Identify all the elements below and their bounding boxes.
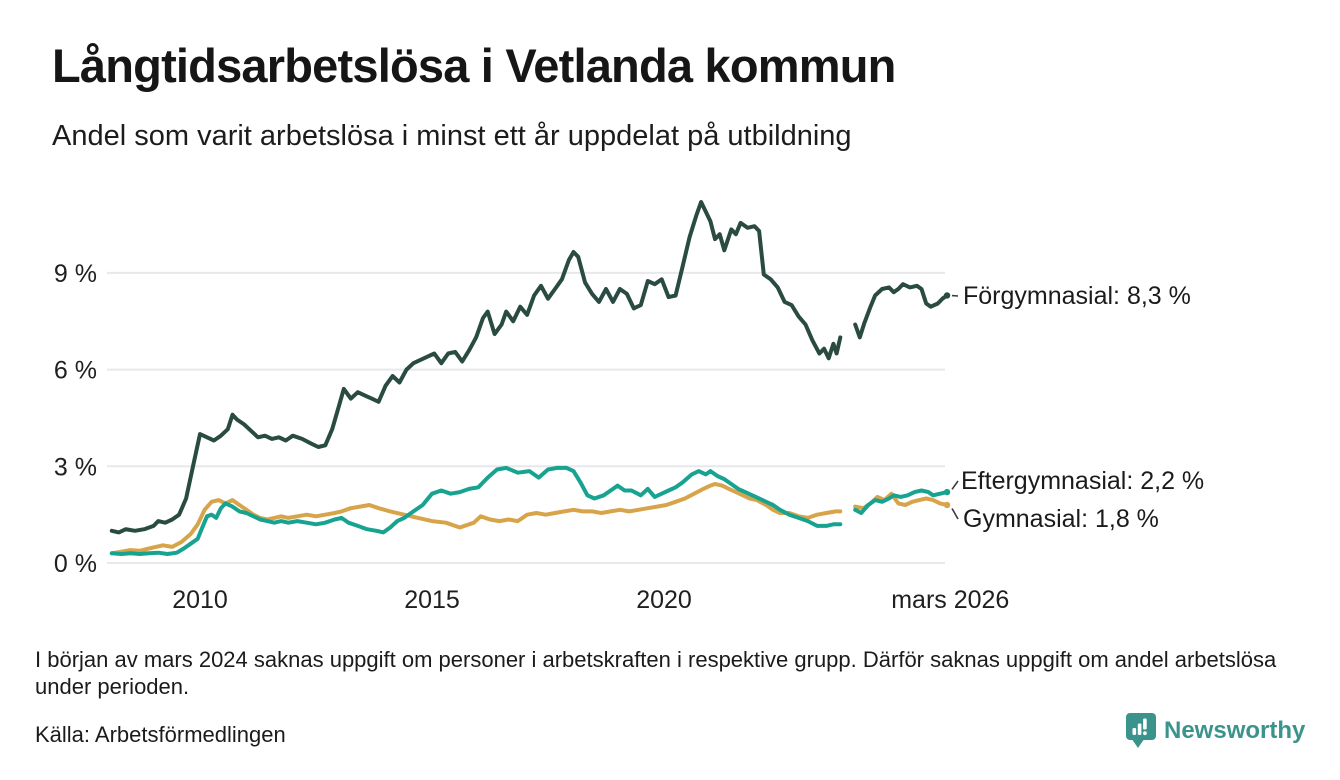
series-end-label-eftergymnasial: Eftergymnasial: 2,2 % <box>961 467 1205 495</box>
series-end-label-gymnasial: Gymnasial: 1,8 % <box>963 505 1159 533</box>
series-end-label-forgymnasial: Förgymnasial: 8,3 % <box>963 282 1191 310</box>
y-axis-tick-label: 9 % <box>54 260 97 288</box>
newsworthy-brand-text: Newsworthy <box>1164 716 1306 744</box>
label-connector-eftergymnasial <box>951 480 959 490</box>
series-end-dot-eftergymnasial <box>943 488 951 496</box>
label-connector-gymnasial <box>951 508 959 520</box>
page-title: Långtidsarbetslösa i Vetlanda kommun <box>52 39 896 92</box>
x-axis-tick-label: 2020 <box>636 586 692 614</box>
x-axis-tick-label: 2015 <box>404 586 460 614</box>
y-axis-tick-label: 6 % <box>54 357 97 385</box>
y-axis-tick-label: 0 % <box>54 550 97 578</box>
page-subtitle: Andel som varit arbetslösa i minst ett å… <box>52 120 852 152</box>
y-axis-tick-label: 3 % <box>54 453 97 481</box>
x-axis-tick-label: mars 2026 <box>891 586 1009 614</box>
newsworthy-logo: Newsworthy <box>1125 712 1305 749</box>
series-end-dot-förgymnasial <box>943 292 951 299</box>
series-line-förgymnasial <box>109 200 949 535</box>
line-chart: 0 % 3 % 6 % 9 % 2010 2015 2020 mars 2026 <box>54 200 1009 614</box>
footnote: I början av mars 2024 saknas uppgift om … <box>35 647 1277 699</box>
series-line-eftergymnasial <box>109 465 949 556</box>
source-attribution: Källa: Arbetsförmedlingen <box>35 722 286 747</box>
x-axis-tick-label: 2010 <box>172 586 228 614</box>
series-line-gymnasial <box>109 482 949 556</box>
series-end-dot-gymnasial <box>943 501 951 509</box>
newsworthy-logo-icon <box>1126 713 1156 748</box>
